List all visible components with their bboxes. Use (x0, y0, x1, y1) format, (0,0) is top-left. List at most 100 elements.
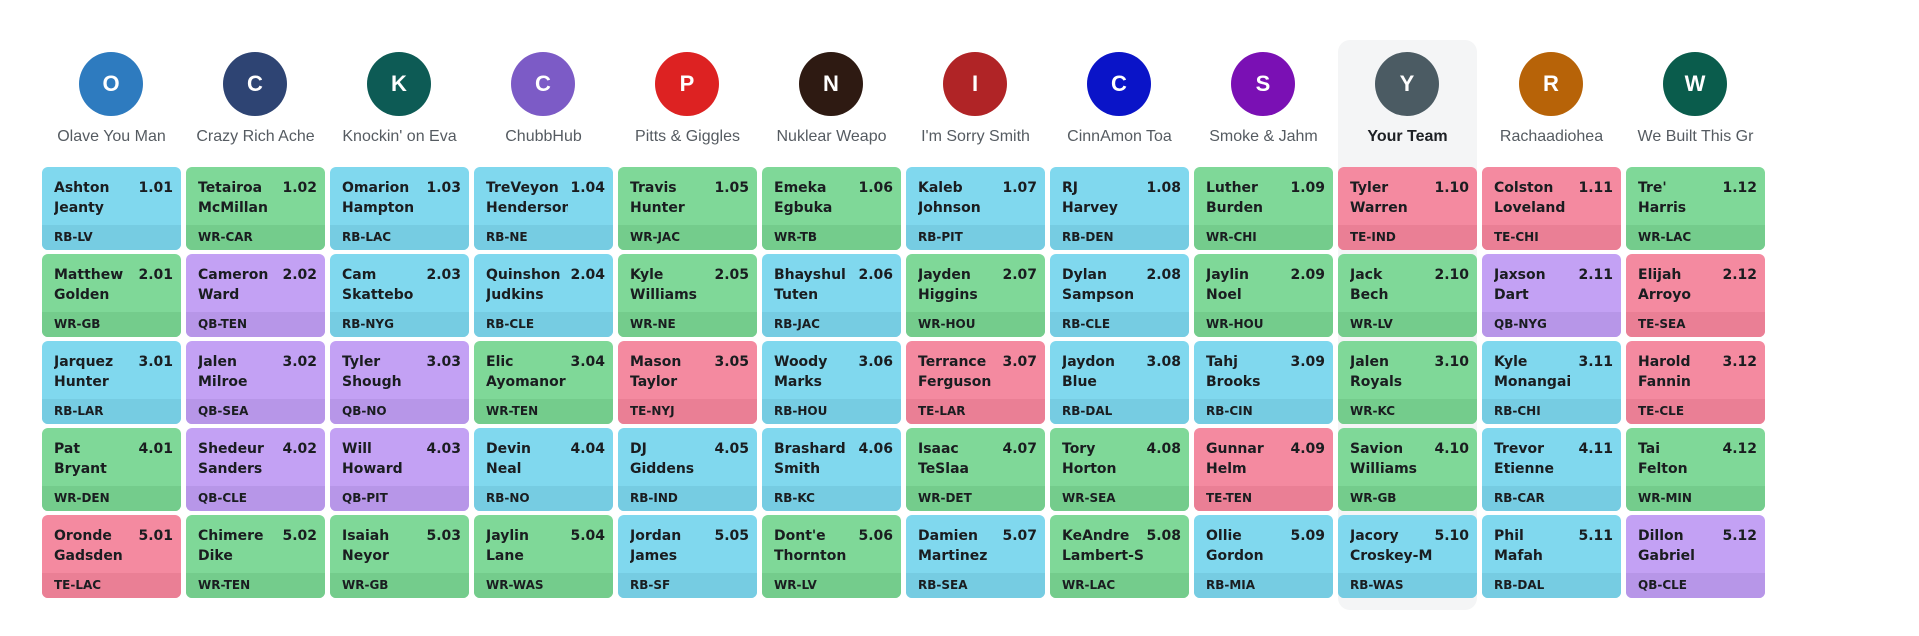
pick-card[interactable]: Jaydon Blue 3.08 RB-DAL (1050, 341, 1189, 424)
player-name: Gunnar Helm (1206, 441, 1264, 477)
pick-card[interactable]: Tahj Brooks 3.09 RB-CIN (1194, 341, 1333, 424)
pick-card[interactable]: Ollie Gordon 5.09 RB-MIA (1194, 515, 1333, 598)
pick-card[interactable]: Gunnar Helm 4.09 TE-TEN (1194, 428, 1333, 511)
pick-card[interactable]: Tyler Shough 3.03 QB-NO (330, 341, 469, 424)
pick-card[interactable]: Damien Martinez 5.07 RB-SEA (906, 515, 1045, 598)
pick-card[interactable]: Elic Ayomanor 3.04 WR-TEN (474, 341, 613, 424)
pick-card[interactable]: Dillon Gabriel 5.12 QB-CLE (1626, 515, 1765, 598)
position-team-label: WR-JAC (618, 225, 757, 250)
pick-card[interactable]: Shedeur Sanders 4.02 QB-CLE (186, 428, 325, 511)
pick-card[interactable]: Colston Loveland 1.11 TE-CHI (1482, 167, 1621, 250)
player-name: Will Howard (342, 441, 403, 477)
pick-card[interactable]: Tyler Warren 1.10 TE-IND (1338, 167, 1477, 250)
pick-card[interactable]: Pat Bryant 4.01 WR-DEN (42, 428, 181, 511)
pick-card[interactable]: Terrance Ferguson 3.07 TE-LAR (906, 341, 1045, 424)
pick-number: 2.08 (1146, 267, 1181, 283)
player-name: Mason Taylor (630, 354, 682, 390)
position-team-label: WR-GB (42, 312, 181, 337)
draft-board: O Olave You Man Ashton Jeanty 1.01 RB-LV Matth… (42, 40, 1779, 610)
pick-card[interactable]: Oronde Gadsden 5.01 TE-LAC (42, 515, 181, 598)
pick-number: 2.11 (1578, 267, 1613, 283)
pick-card[interactable]: Tre' Harris 1.12 WR-LAC (1626, 167, 1765, 250)
pick-card[interactable]: Luther Burden 1.09 WR-CHI (1194, 167, 1333, 250)
pick-number: 2.01 (138, 267, 173, 283)
team-header[interactable]: P Pitts & Giggles (618, 40, 757, 160)
pick-card[interactable]: Jaxson Dart 2.11 QB-NYG (1482, 254, 1621, 337)
team-header[interactable]: N Nuklear Weapo (762, 40, 901, 160)
team-header[interactable]: R Rachaadiohea (1482, 40, 1621, 160)
pick-card[interactable]: Woody Marks 3.06 RB-HOU (762, 341, 901, 424)
team-header[interactable]: K Knockin' on Eva (330, 40, 469, 160)
pick-number: 4.10 (1434, 441, 1469, 457)
pick-card[interactable]: Brashard Smith 4.06 RB-KC (762, 428, 901, 511)
team-column: C CinnAmon Toa RJ Harvey 1.08 RB-DEN Dylan Samp… (1050, 40, 1189, 610)
position-team-label: RB-KC (762, 486, 901, 511)
pick-card[interactable]: Kyle Monangai 3.11 RB-CHI (1482, 341, 1621, 424)
pick-card[interactable]: Chimere Dike 5.02 WR-TEN (186, 515, 325, 598)
pick-card[interactable]: Cam Skattebo 2.03 RB-NYG (330, 254, 469, 337)
pick-card[interactable]: Dont'e Thornton 5.06 WR-LV (762, 515, 901, 598)
pick-card[interactable]: Savion Williams 4.10 WR-GB (1338, 428, 1477, 511)
team-avatar: P (655, 52, 719, 116)
team-header[interactable]: C ChubbHub (474, 40, 613, 160)
team-column: I I'm Sorry Smith Kaleb Johnson 1.07 RB-PIT Ja… (906, 40, 1045, 610)
team-header[interactable]: I I'm Sorry Smith (906, 40, 1045, 160)
pick-card[interactable]: Jalen Royals 3.10 WR-KC (1338, 341, 1477, 424)
pick-card[interactable]: Isaiah Neyor 5.03 WR-GB (330, 515, 469, 598)
pick-card[interactable]: Elijah Arroyo 2.12 TE-SEA (1626, 254, 1765, 337)
team-avatar: C (511, 52, 575, 116)
team-header[interactable]: O Olave You Man (42, 40, 181, 160)
pick-card[interactable]: RJ Harvey 1.08 RB-DEN (1050, 167, 1189, 250)
pick-number: 2.10 (1434, 267, 1469, 283)
pick-card[interactable]: Phil Mafah 5.11 RB-DAL (1482, 515, 1621, 598)
pick-card[interactable]: Jacory Croskey-M 5.10 RB-WAS (1338, 515, 1477, 598)
pick-card[interactable]: Devin Neal 4.04 RB-NO (474, 428, 613, 511)
pick-number: 3.06 (858, 354, 893, 370)
team-header[interactable]: W We Built This Gr (1626, 40, 1765, 160)
pick-card[interactable]: Quinshon Judkins 2.04 RB-CLE (474, 254, 613, 337)
pick-card[interactable]: Ashton Jeanty 1.01 RB-LV (42, 167, 181, 250)
pick-card[interactable]: Jaylin Noel 2.09 WR-HOU (1194, 254, 1333, 337)
pick-card[interactable]: DJ Giddens 4.05 RB-IND (618, 428, 757, 511)
pick-number: 1.02 (282, 180, 317, 196)
team-header[interactable]: C Crazy Rich Ache (186, 40, 325, 160)
pick-card[interactable]: Tetairoa McMillan 1.02 WR-CAR (186, 167, 325, 250)
pick-number: 2.02 (282, 267, 317, 283)
position-team-label: RB-IND (618, 486, 757, 511)
pick-card[interactable]: Emeka Egbuka 1.06 WR-TB (762, 167, 901, 250)
pick-card[interactable]: Omarion Hampton 1.03 RB-LAC (330, 167, 469, 250)
pick-card[interactable]: Jayden Higgins 2.07 WR-HOU (906, 254, 1045, 337)
player-name: Savion Williams (1350, 441, 1418, 477)
pick-card[interactable]: Trevor Etienne 4.11 RB-CAR (1482, 428, 1621, 511)
pick-card[interactable]: Mason Taylor 3.05 TE-NYJ (618, 341, 757, 424)
pick-card[interactable]: Tory Horton 4.08 WR-SEA (1050, 428, 1189, 511)
pick-card[interactable]: Jarquez Hunter 3.01 RB-LAR (42, 341, 181, 424)
pick-card[interactable]: Isaac TeSlaa 4.07 WR-DET (906, 428, 1045, 511)
position-team-label: TE-CLE (1626, 399, 1765, 424)
pick-card[interactable]: Matthew Golden 2.01 WR-GB (42, 254, 181, 337)
pick-number: 4.09 (1290, 441, 1325, 457)
pick-card[interactable]: Kyle Williams 2.05 WR-NE (618, 254, 757, 337)
pick-card[interactable]: KeAndre Lambert-S 5.08 WR-LAC (1050, 515, 1189, 598)
pick-card[interactable]: Bhayshul Tuten 2.06 RB-JAC (762, 254, 901, 337)
pick-number: 4.06 (858, 441, 893, 457)
pick-card[interactable]: Jordan James 5.05 RB-SF (618, 515, 757, 598)
pick-card[interactable]: Harold Fannin 3.12 TE-CLE (1626, 341, 1765, 424)
player-name: Quinshon Judkins (486, 267, 561, 303)
pick-card[interactable]: Jack Bech 2.10 WR-LV (1338, 254, 1477, 337)
pick-card[interactable]: Jalen Milroe 3.02 QB-SEA (186, 341, 325, 424)
pick-number: 1.01 (138, 180, 173, 196)
pick-number: 4.02 (282, 441, 317, 457)
team-header[interactable]: C CinnAmon Toa (1050, 40, 1189, 160)
pick-card[interactable]: TreVeyon Henderson 1.04 RB-NE (474, 167, 613, 250)
pick-card[interactable]: Jaylin Lane 5.04 WR-WAS (474, 515, 613, 598)
team-header[interactable]: Y Your Team (1338, 40, 1477, 160)
pick-card[interactable]: Will Howard 4.03 QB-PIT (330, 428, 469, 511)
pick-card[interactable]: Cameron Ward 2.02 QB-TEN (186, 254, 325, 337)
pick-card[interactable]: Dylan Sampson 2.08 RB-CLE (1050, 254, 1189, 337)
team-header[interactable]: S Smoke & Jahm (1194, 40, 1333, 160)
pick-card[interactable]: Travis Hunter 1.05 WR-JAC (618, 167, 757, 250)
position-team-label: RB-LAR (42, 399, 181, 424)
pick-card[interactable]: Kaleb Johnson 1.07 RB-PIT (906, 167, 1045, 250)
pick-card[interactable]: Tai Felton 4.12 WR-MIN (1626, 428, 1765, 511)
